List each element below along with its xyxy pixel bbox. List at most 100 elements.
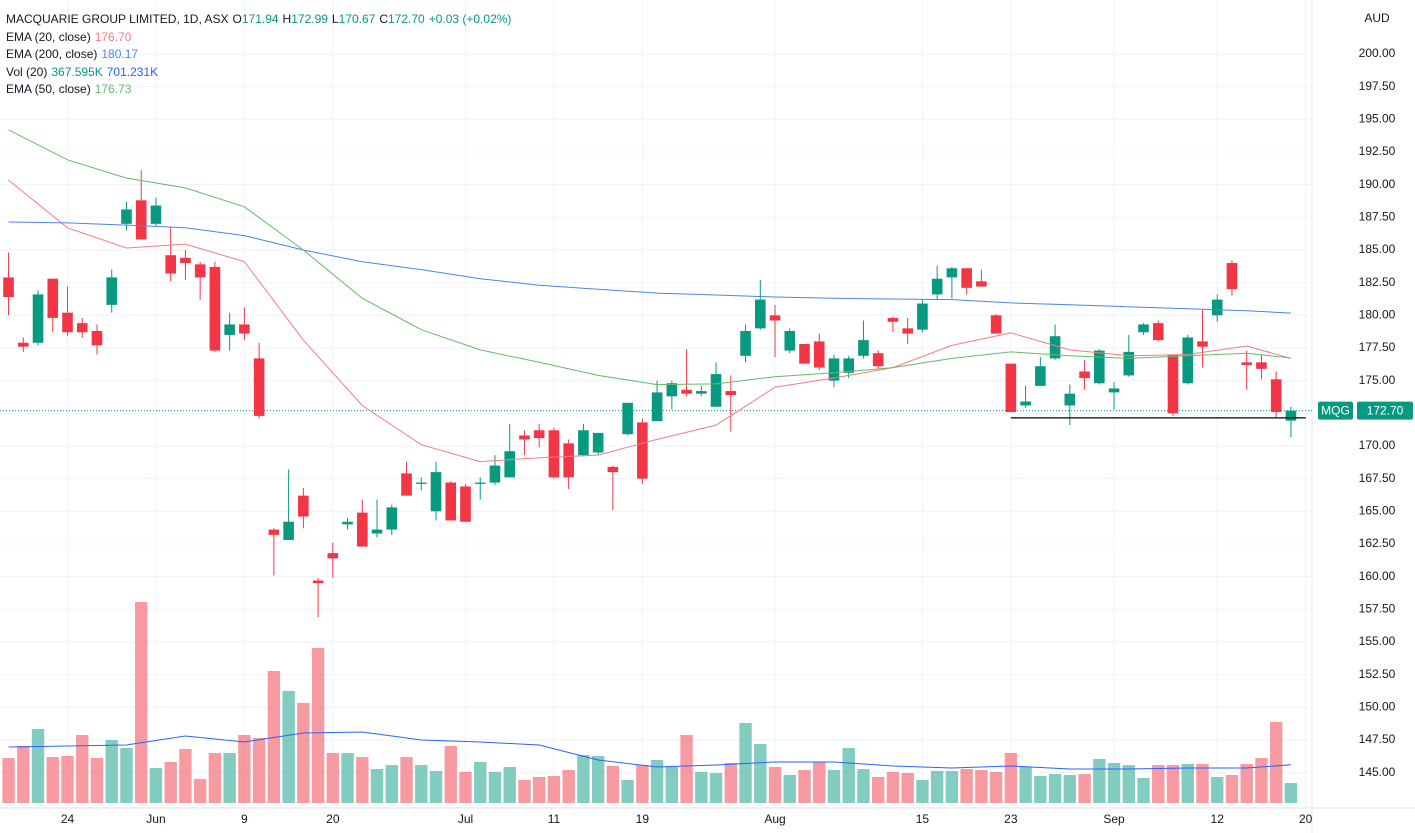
volume-bar [1093, 758, 1106, 803]
candle-body [47, 278, 59, 318]
candle-body [990, 315, 1002, 334]
candle-body [1167, 354, 1179, 414]
y-tick-label: 187.50 [1359, 209, 1396, 223]
volume-bar [813, 761, 826, 803]
volume-bar [503, 766, 516, 803]
candle-body [1123, 351, 1135, 376]
volume-bar [695, 771, 708, 803]
volume-bar [385, 765, 398, 803]
candle-body [445, 482, 457, 521]
volume-bar [17, 745, 30, 803]
candle-body [887, 317, 899, 322]
y-tick-label: 147.50 [1359, 732, 1396, 746]
legend-row: MACQUARIE GROUP LIMITED, 1D, ASX O171.94 H… [6, 11, 515, 29]
volume-bar [945, 771, 959, 803]
candle-body [651, 392, 663, 422]
candle-body [474, 482, 486, 484]
candle-body [563, 443, 574, 478]
symbol-badge [1318, 401, 1353, 420]
candle-body [1182, 337, 1194, 384]
volume-bar [488, 771, 502, 803]
quote-value: 172.99 [291, 12, 328, 26]
volume-bar [429, 771, 443, 803]
candle-body [519, 435, 530, 440]
x-tick-label: 20 [326, 812, 340, 826]
candle-body [1152, 323, 1164, 341]
candle-body [415, 482, 427, 484]
candle-body [548, 430, 560, 478]
quote-value: 172.70 [387, 12, 425, 26]
y-tick-label: 150.00 [1359, 699, 1396, 713]
currency: AUD [1364, 11, 1390, 25]
y-tick-label: 185.00 [1359, 242, 1396, 256]
volume-bar [783, 774, 796, 803]
candle-body [224, 324, 235, 335]
y-tick-label: 190.00 [1359, 177, 1396, 191]
volume-bar [930, 771, 944, 803]
volume-bar [459, 771, 472, 803]
quote-change: +0.03 (+0.02%) [428, 12, 512, 26]
volume-bar [960, 768, 973, 803]
volume-bar [680, 734, 693, 803]
x-tick-label: 20 [1299, 812, 1313, 826]
candle-body [401, 473, 412, 496]
candle-body [976, 281, 987, 287]
candle-body [386, 507, 398, 530]
volume-bar [223, 752, 236, 803]
candle-body [17, 342, 29, 347]
candle-body [150, 205, 162, 224]
volume-bar [252, 737, 266, 803]
candle-body [725, 391, 737, 396]
x-tick-label: 24 [61, 812, 75, 826]
candle-body [1108, 388, 1120, 393]
layer: 200.00 197.50 195.00 192.50 190.00 187.50 185.… [61, 46, 1413, 826]
candle-body [902, 328, 913, 334]
volume-bar [754, 744, 767, 803]
candle-body [872, 353, 884, 367]
volume-bar [149, 768, 163, 803]
candle-body [696, 391, 707, 394]
x-tick-label: 9 [241, 812, 248, 826]
volume-bar [105, 739, 118, 803]
candle-body [592, 432, 604, 453]
candle-body [858, 340, 869, 356]
candle-body [62, 312, 73, 333]
symbol-label: MQG [1321, 403, 1350, 417]
volume-bar [311, 647, 325, 803]
indicator-name: EMA (20, close) [6, 29, 91, 44]
candle-body [1064, 393, 1076, 406]
volume-bar [827, 769, 841, 803]
y-tick-label: 145.00 [1359, 765, 1396, 779]
candle-body [194, 264, 206, 278]
volume-bar [798, 769, 811, 803]
volume-bar [1225, 774, 1239, 803]
volume-bar [518, 779, 531, 803]
candle-body [843, 358, 855, 373]
y-tick-label: 182.50 [1359, 275, 1396, 289]
volume-bar [606, 765, 620, 803]
volume-bar [61, 755, 74, 803]
candle-body [268, 529, 280, 535]
candle-body [135, 200, 147, 240]
candle-body [710, 374, 722, 407]
y-tick-label: 162.50 [1359, 536, 1396, 550]
indicator-value: 176.73 [94, 82, 132, 96]
y-tick-label: 197.50 [1359, 79, 1396, 93]
legend-row: EMA (200, close) 180.17 [6, 46, 515, 64]
indicator-line [8, 179, 1292, 463]
volume-bar [872, 776, 885, 803]
candle-body [931, 278, 943, 295]
volume-bar [193, 779, 207, 803]
volume-bar [857, 768, 870, 803]
candle-body [121, 209, 132, 224]
candle-body [106, 277, 118, 305]
candle-body [165, 255, 176, 274]
volume-bar [1255, 758, 1268, 803]
candle-body [917, 303, 928, 330]
legend: MACQUARIE GROUP LIMITED, 1D, ASX O171.94 H… [6, 11, 515, 99]
candle-body [3, 277, 14, 298]
y-tick-label: 167.50 [1359, 471, 1396, 485]
x-tick-label: 15 [916, 812, 930, 826]
candle-body [1079, 371, 1090, 379]
